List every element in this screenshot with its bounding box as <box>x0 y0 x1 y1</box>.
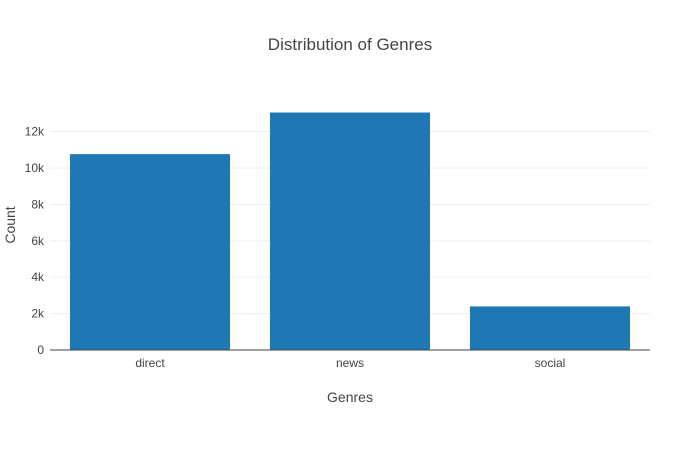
bars <box>70 112 630 351</box>
chart-title: Distribution of Genres <box>268 35 432 54</box>
bar-social[interactable] <box>470 306 630 350</box>
y-tick-label: 6k <box>31 234 45 248</box>
y-tick-label: 2k <box>31 307 45 321</box>
x-axis-ticks: direct news social <box>135 356 565 370</box>
y-tick-label: 10k <box>25 161 45 175</box>
y-tick-label: 8k <box>31 197 45 211</box>
y-tick-label: 4k <box>31 270 45 284</box>
y-tick-label: 0 <box>37 343 44 357</box>
x-tick-label: social <box>535 356 566 370</box>
bar-direct[interactable] <box>70 154 230 350</box>
bar-news[interactable] <box>270 112 430 351</box>
x-tick-label: direct <box>135 356 165 370</box>
y-axis-title: Count <box>2 206 18 243</box>
y-tick-label: 12k <box>25 125 45 139</box>
x-tick-label: news <box>336 356 364 370</box>
y-axis-ticks: 0 2k 4k 6k 8k 10k 12k <box>25 125 45 357</box>
x-axis-title: Genres <box>327 389 373 405</box>
